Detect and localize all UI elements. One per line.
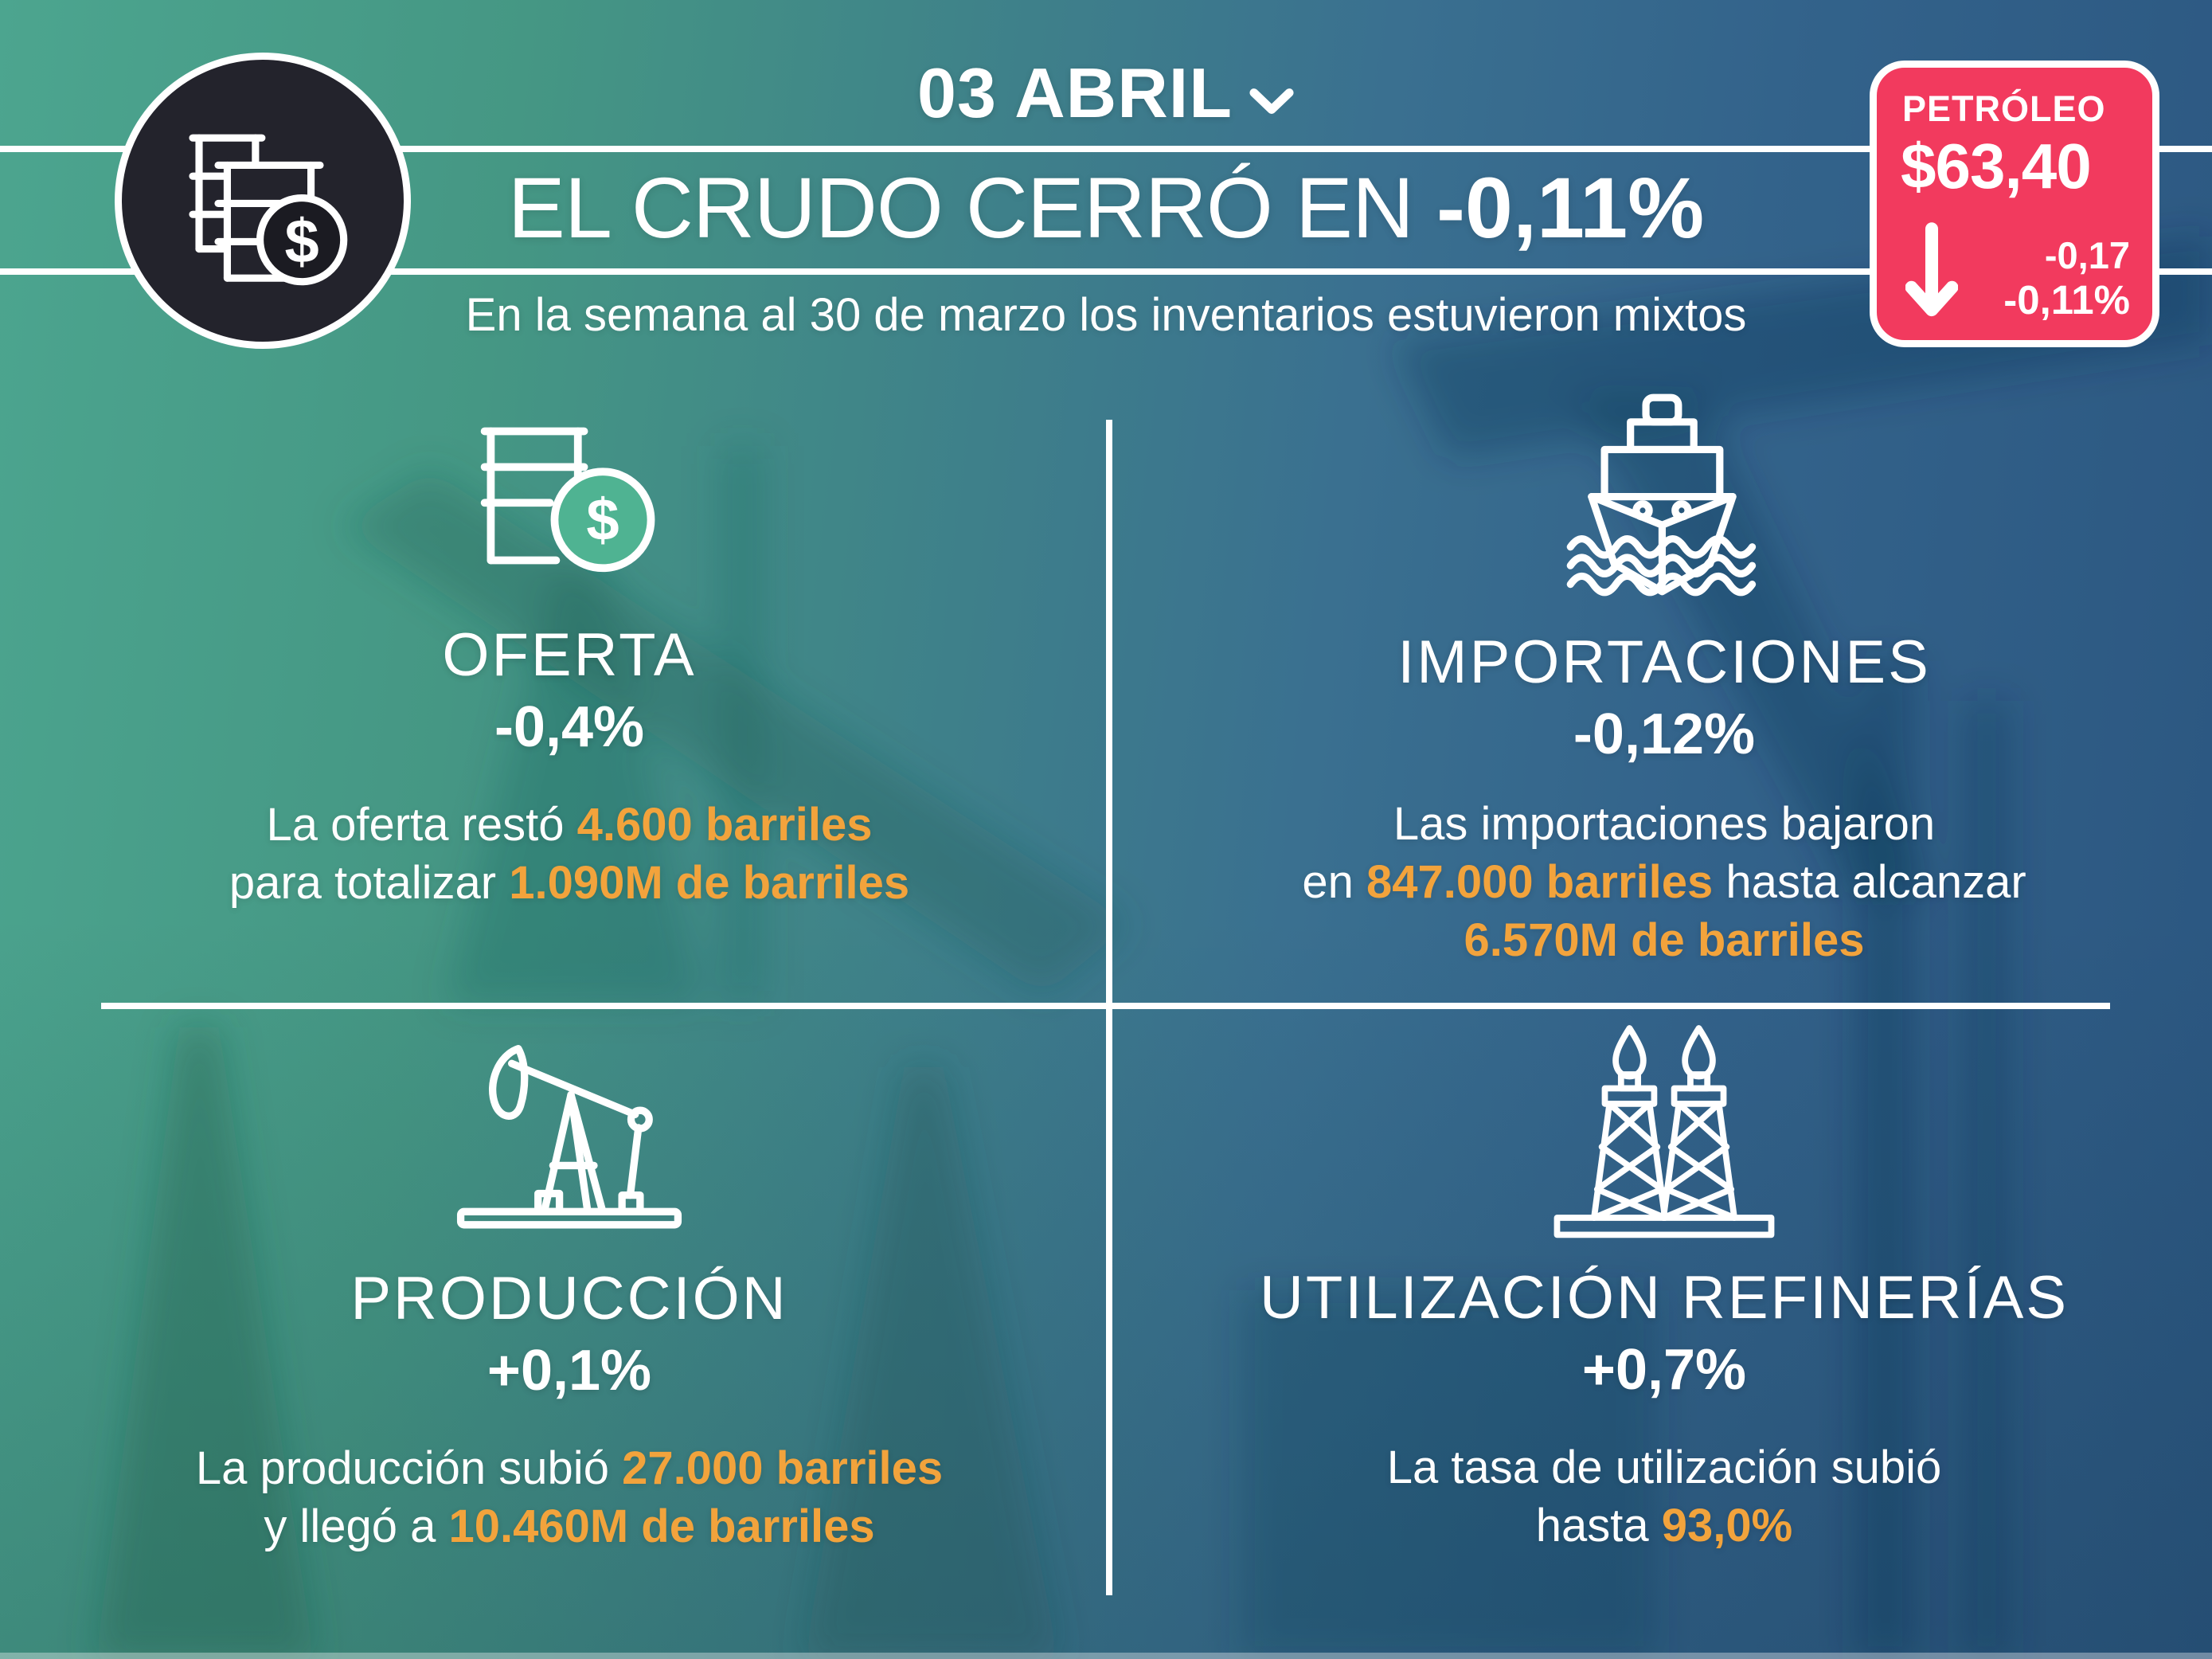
body-line: Las importaciones bajaron bbox=[1155, 795, 2174, 853]
quadrant-produccion: PRODUCCIÓN +0,1% La producción subió 27.… bbox=[76, 1023, 1063, 1555]
metric-delta: +0,1% bbox=[487, 1339, 652, 1403]
highlight-value: 27.000 barriles bbox=[622, 1442, 944, 1494]
oil-barrels-dollar-icon: $ bbox=[115, 53, 411, 349]
body-line: 6.570M de barriles bbox=[1155, 911, 2174, 969]
page-subtitle: En la semana al 30 de marzo los inventar… bbox=[465, 289, 1747, 341]
ticker-change-pct: -0,11% bbox=[2003, 276, 2130, 323]
chevron-down-icon bbox=[1249, 88, 1294, 114]
page-title: EL CRUDO CERRÓ EN -0,11% bbox=[0, 162, 2212, 252]
ticker-change-abs: -0,17 bbox=[2044, 234, 2130, 277]
bottom-accent-strip bbox=[0, 1653, 2212, 1659]
text-segment: La oferta restó bbox=[266, 799, 577, 851]
dollar-glyph: $ bbox=[285, 208, 319, 276]
date-selector[interactable]: 03 ABRIL bbox=[0, 53, 2212, 134]
quadrant-oferta: $ OFERTA -0,4% La oferta restó 4.600 bar… bbox=[76, 414, 1063, 912]
text-segment: y llegó a bbox=[264, 1501, 449, 1553]
quadrant-importaciones: IMPORTACIONES -0,12% Las importaciones b… bbox=[1155, 390, 2174, 969]
metric-description: La tasa de utilización subió hasta 93,0% bbox=[1155, 1438, 2174, 1555]
body-line: y llegó a 10.460M de barriles bbox=[76, 1497, 1063, 1555]
highlight-value: 10.460M de barriles bbox=[448, 1501, 875, 1553]
quadrant-vertical-divider bbox=[1106, 420, 1112, 1595]
metric-delta: -0,12% bbox=[1573, 702, 1756, 766]
highlight-value: 4.600 barriles bbox=[576, 799, 873, 851]
title-light: EL CRUDO CERRÓ EN bbox=[507, 159, 1436, 256]
body-line: hasta 93,0% bbox=[1155, 1497, 2174, 1555]
metric-description: Las importaciones bajaron en 847.000 bar… bbox=[1155, 795, 2174, 969]
metric-delta: +0,7% bbox=[1581, 1338, 1747, 1402]
oil-barrel-dollar-icon: $ bbox=[480, 427, 655, 573]
refinery-flares-icon bbox=[1553, 1025, 1775, 1238]
metric-title: UTILIZACIÓN REFINERÍAS bbox=[1259, 1264, 2069, 1332]
body-line: La oferta restó 4.600 barriles bbox=[76, 796, 1063, 854]
metric-title: OFERTA bbox=[442, 621, 697, 689]
metric-description: La producción subió 27.000 barriles y ll… bbox=[76, 1439, 1063, 1555]
text-segment: en bbox=[1302, 856, 1366, 909]
header-bottom-rule bbox=[0, 268, 2212, 275]
header-top-rule bbox=[0, 146, 2212, 152]
quadrant-utilizacion-refinerias: UTILIZACIÓN REFINERÍAS +0,7% La tasa de … bbox=[1155, 1023, 2174, 1555]
oil-price-ticker: PETRÓLEO $63,40 -0,17 -0,11% bbox=[1870, 61, 2159, 347]
highlight-value: 1.090M de barriles bbox=[509, 857, 910, 910]
dollar-glyph: $ bbox=[586, 487, 619, 553]
ticker-price: $63,40 bbox=[1901, 131, 2092, 202]
metric-title: PRODUCCIÓN bbox=[350, 1265, 788, 1332]
text-segment: hasta bbox=[1535, 1500, 1662, 1552]
text-segment: La tasa de utilización subió bbox=[1386, 1442, 1942, 1493]
metric-delta: -0,4% bbox=[494, 695, 645, 759]
body-line: La tasa de utilización subió bbox=[1155, 1438, 2174, 1497]
quadrant-horizontal-divider-right bbox=[1112, 1003, 2110, 1009]
oil-pumpjack-icon bbox=[456, 1045, 682, 1229]
quadrant-horizontal-divider-left bbox=[101, 1003, 1106, 1009]
text-segment: hasta alcanzar bbox=[1713, 856, 2026, 909]
body-line: La producción subió 27.000 barriles bbox=[76, 1439, 1063, 1497]
highlight-value: 847.000 barriles bbox=[1366, 856, 1714, 909]
cargo-ship-icon bbox=[1566, 393, 1756, 597]
metric-description: La oferta restó 4.600 barriles para tota… bbox=[76, 796, 1063, 912]
ticker-changes: -0,17 -0,11% bbox=[2003, 235, 2130, 323]
metric-title: IMPORTACIONES bbox=[1397, 628, 1931, 696]
highlight-value: 93,0% bbox=[1661, 1500, 1793, 1552]
date-label: 03 ABRIL bbox=[917, 53, 1233, 132]
body-line: para totalizar 1.090M de barriles bbox=[76, 854, 1063, 912]
body-line: en 847.000 barriles hasta alcanzar bbox=[1155, 853, 2174, 911]
title-change-value: -0,11% bbox=[1436, 159, 1705, 256]
arrow-down-icon bbox=[1905, 222, 1958, 317]
text-segment: Las importaciones bajaron bbox=[1393, 798, 1936, 850]
text-segment: para totalizar bbox=[229, 857, 510, 910]
text-segment: La producción subió bbox=[195, 1442, 623, 1494]
highlight-value: 6.570M de barriles bbox=[1464, 914, 1865, 967]
ticker-commodity: PETRÓLEO bbox=[1902, 88, 2106, 129]
